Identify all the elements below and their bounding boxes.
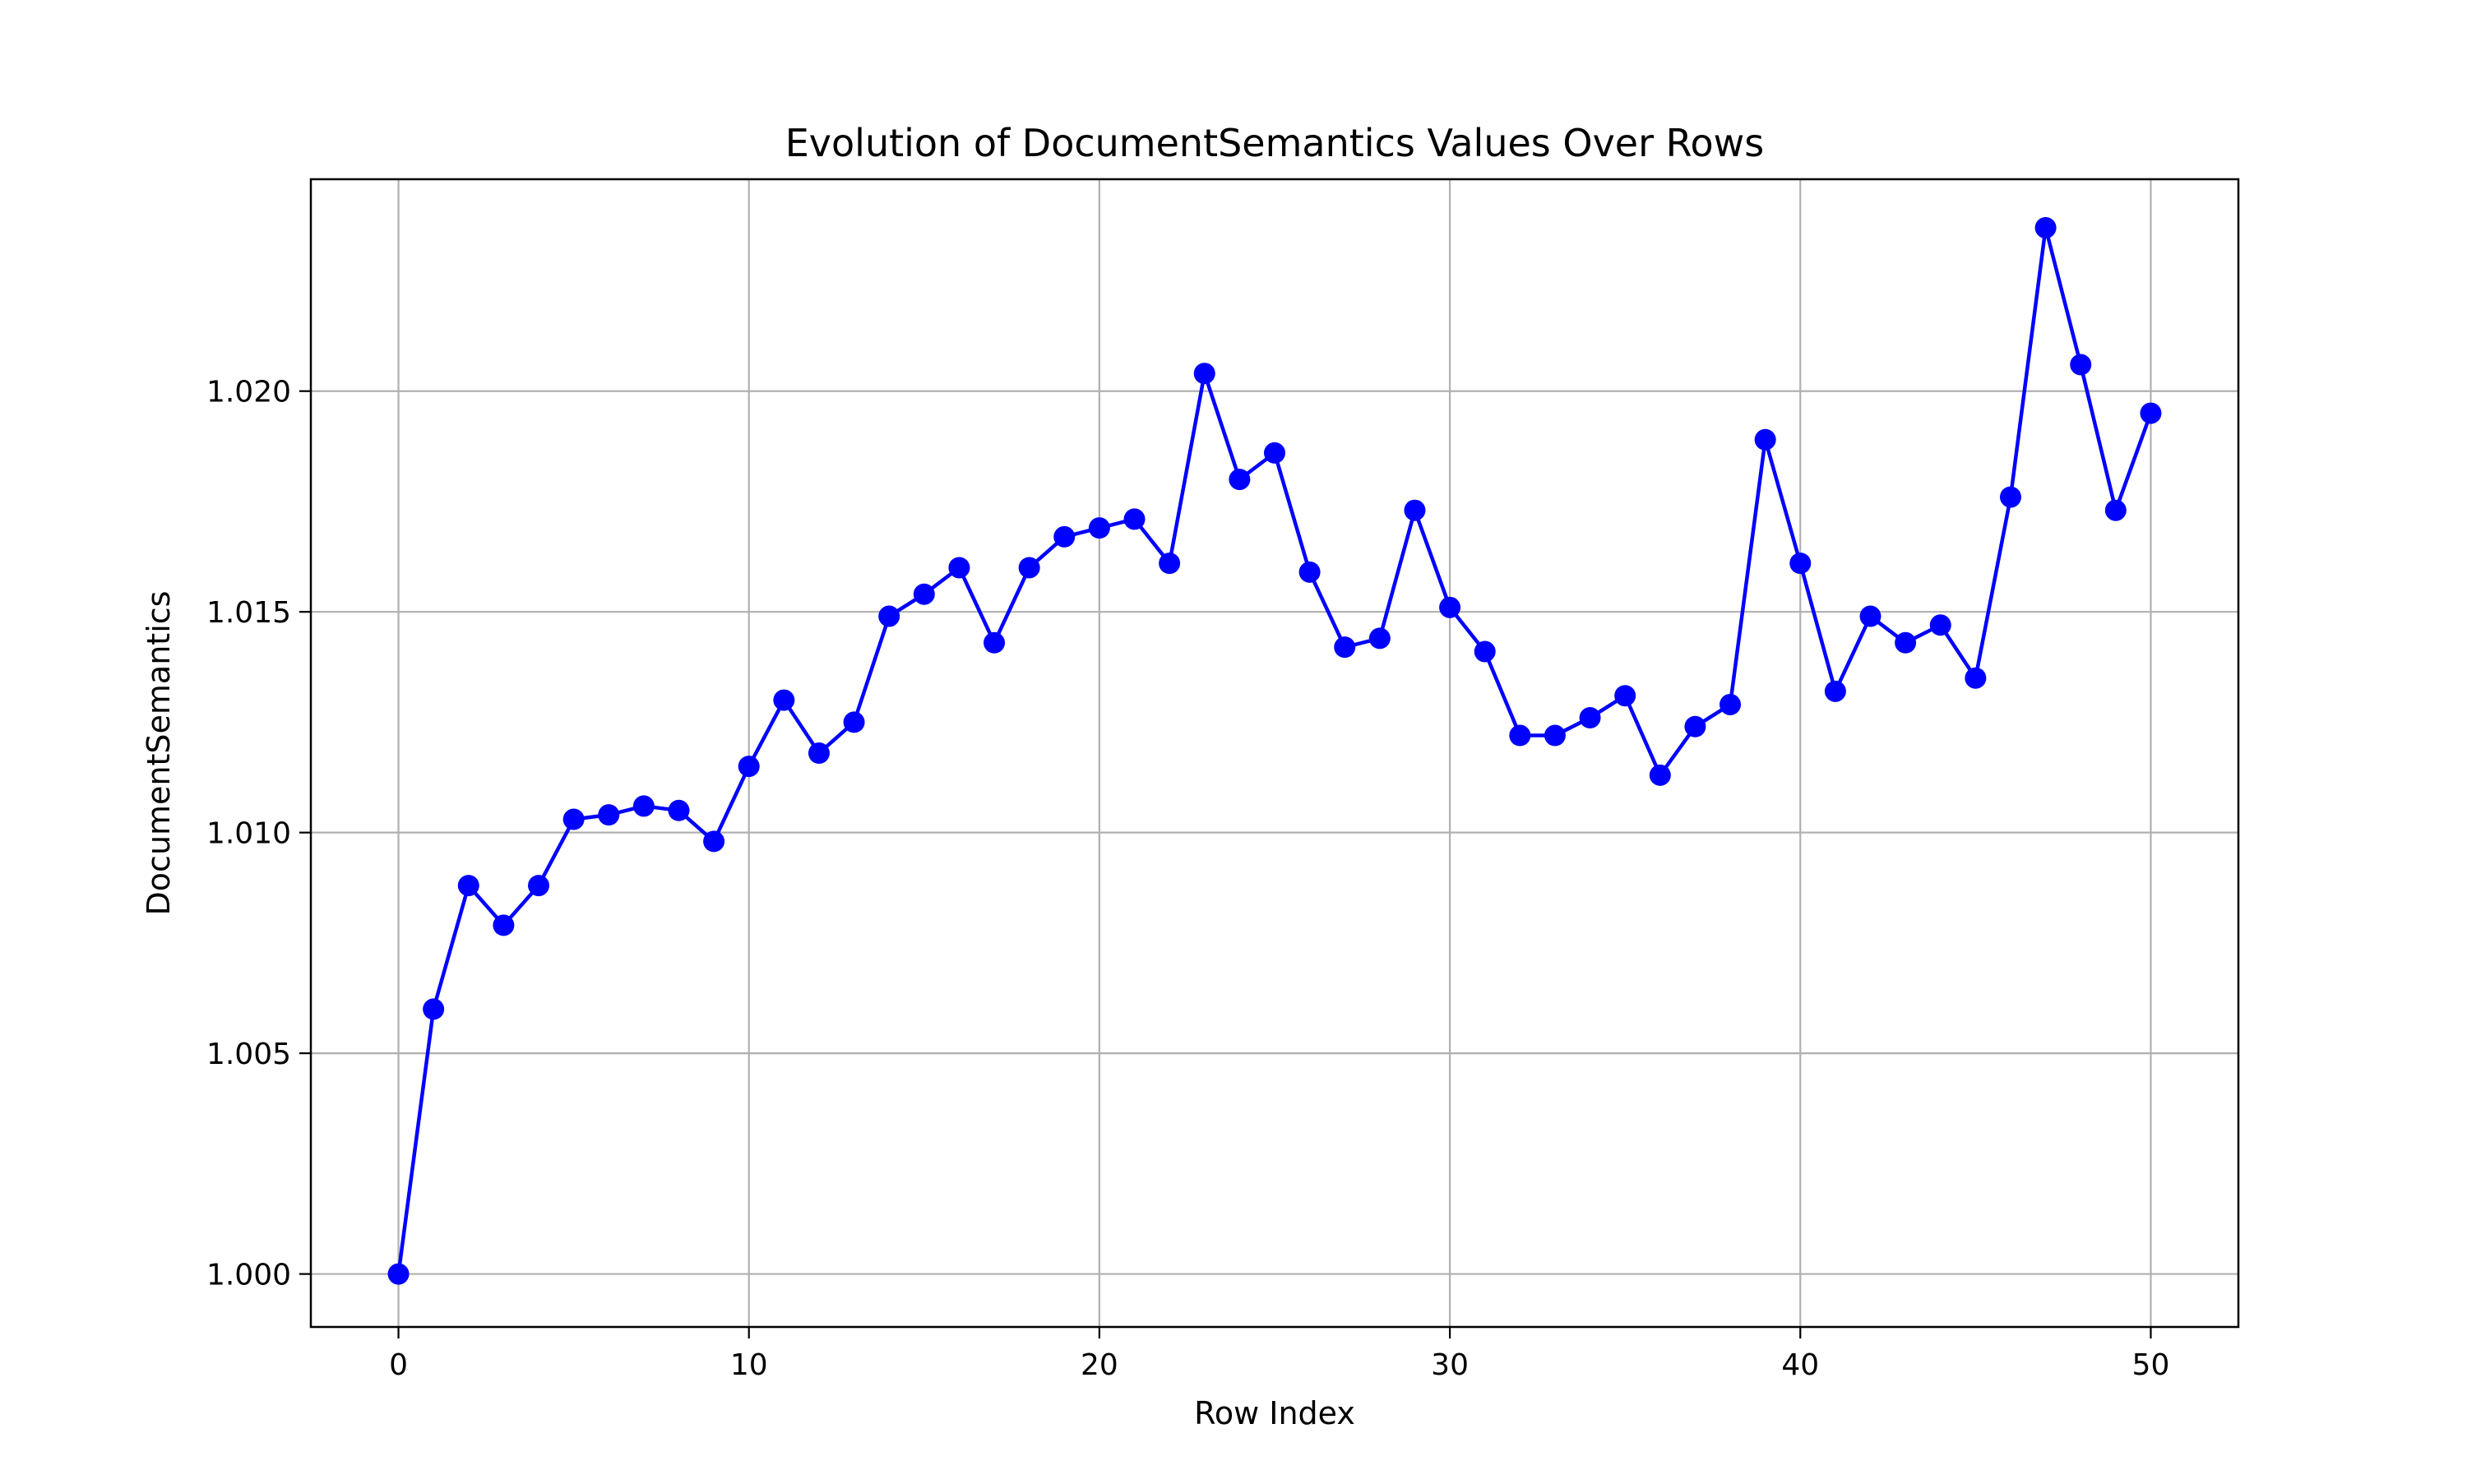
y-tick-label: 1.005 xyxy=(206,1038,291,1071)
data-point xyxy=(1579,707,1601,729)
data-point xyxy=(528,875,550,897)
data-point xyxy=(387,1263,410,1285)
x-tick-label: 50 xyxy=(2132,1348,2170,1382)
data-point xyxy=(1298,561,1321,583)
data-point xyxy=(1053,525,1076,548)
y-tick-label: 1.010 xyxy=(206,817,291,851)
data-point xyxy=(1789,552,1812,575)
data-point xyxy=(1509,724,1531,747)
data-point xyxy=(493,914,515,936)
data-point xyxy=(668,799,690,821)
data-point xyxy=(1123,508,1146,530)
data-point xyxy=(1439,596,1461,618)
data-point xyxy=(1999,486,2021,508)
y-tick-label: 1.015 xyxy=(206,596,291,630)
data-point xyxy=(2140,402,2162,424)
data-point xyxy=(913,583,935,605)
data-point xyxy=(1088,517,1110,539)
x-tick-label: 0 xyxy=(389,1348,408,1382)
data-point xyxy=(703,830,725,853)
data-point xyxy=(1649,764,1671,786)
data-point xyxy=(2104,499,2127,521)
data-point xyxy=(1929,614,1951,636)
x-tick-label: 10 xyxy=(730,1348,768,1382)
data-point xyxy=(1719,693,1742,715)
y-tick-label: 1.020 xyxy=(206,376,291,409)
x-tick-label: 20 xyxy=(1081,1348,1118,1382)
data-point xyxy=(1368,627,1391,650)
x-tick-label: 30 xyxy=(1431,1348,1469,1382)
data-point xyxy=(948,557,970,579)
x-axis-label: Row Index xyxy=(1194,1395,1355,1431)
data-point xyxy=(1859,605,1881,627)
x-tick-label: 40 xyxy=(1781,1348,1819,1382)
data-point xyxy=(1544,724,1566,747)
data-point xyxy=(1684,715,1706,737)
data-point xyxy=(1754,428,1776,451)
data-point xyxy=(1824,680,1846,702)
data-point xyxy=(1193,363,1215,385)
data-point xyxy=(878,605,900,627)
data-point xyxy=(1334,636,1356,659)
data-point xyxy=(1614,685,1636,707)
plot-area-frame xyxy=(309,178,2240,1329)
axis-ticks: 0 10 20 30 40 50 1.000 1.005 1.010 1.015 1.020 xyxy=(206,376,2169,1382)
data-point xyxy=(632,795,655,817)
y-tick-label: 1.000 xyxy=(206,1259,291,1292)
chart-title: Evolution of DocumentSemantics Values Ov… xyxy=(785,121,1765,165)
data-point xyxy=(1018,557,1040,579)
data-point xyxy=(1404,499,1426,521)
data-point xyxy=(598,804,620,826)
y-axis-label: DocumentSemantics xyxy=(141,591,177,916)
data-point xyxy=(1895,631,1917,654)
data-point xyxy=(1229,469,1251,491)
data-point xyxy=(984,631,1006,654)
data-point xyxy=(808,742,830,764)
data-point xyxy=(773,689,795,711)
data-point xyxy=(1474,640,1496,663)
series-layer xyxy=(387,217,2162,1285)
data-point xyxy=(1264,442,1285,464)
data-point xyxy=(843,711,865,733)
grid-lines xyxy=(311,179,2238,1327)
data-point xyxy=(2070,354,2092,376)
data-point xyxy=(457,875,479,897)
data-point xyxy=(562,808,585,830)
data-point xyxy=(1159,552,1181,575)
data-point xyxy=(2034,217,2057,239)
data-point xyxy=(1965,667,1987,689)
data-point xyxy=(738,756,760,778)
data-point xyxy=(423,998,445,1020)
